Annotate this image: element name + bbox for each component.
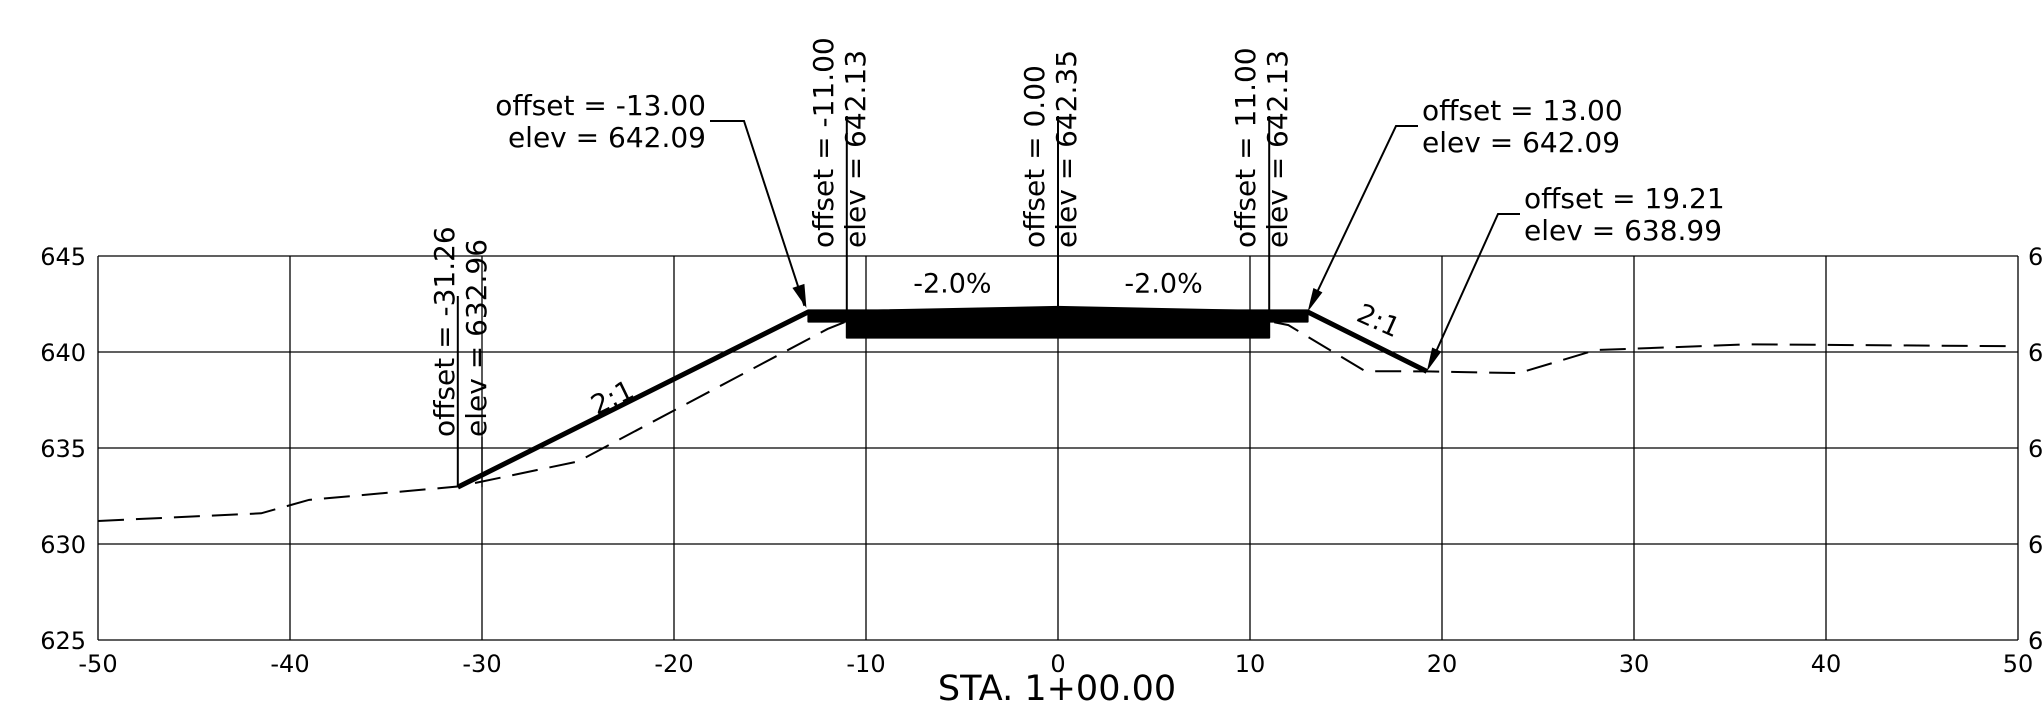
proposed-surface-line [456, 309, 1428, 490]
annotation-elev-text: elev = 642.35 [1050, 50, 1083, 248]
annotation-elev-text: elev = 642.09 [508, 121, 706, 154]
y-tick-label-right: 6 [2028, 243, 2043, 271]
annotation-leader [1428, 213, 1520, 366]
slope-label: -2.0% [913, 268, 991, 299]
slope-label: -2.0% [1124, 268, 1202, 299]
y-tick-label-right: 6 [2028, 531, 2043, 559]
slope-label: 2:1 [586, 375, 639, 422]
tick-label-layer: -50 -40 -30 -20 -10 0 10 20 30 40 50 625 630 635 640 64… [40, 243, 2043, 678]
annotation-elev-text: elev = 642.13 [1261, 50, 1294, 248]
annotation-arrowhead [792, 283, 807, 308]
y-tick-label: 645 [40, 243, 86, 271]
annotation-arrowhead [1307, 288, 1323, 312]
annotation-offset-text: offset = 11.00 [1229, 47, 1262, 248]
station-title: STA. 1+00.00 [938, 669, 1176, 709]
annotation-elev-text: elev = 638.99 [1524, 214, 1722, 247]
x-tick-label: -50 [78, 650, 117, 678]
x-tick-label: 0 [1050, 650, 1065, 678]
annotation-offset-text: offset = 0.00 [1018, 65, 1051, 248]
x-tick-label: -40 [270, 650, 309, 678]
existing-ground-line [97, 320, 2019, 522]
x-tick-label: 20 [1427, 650, 1458, 678]
existing-ground-layer [97, 320, 2019, 522]
x-tick-label: -20 [654, 650, 693, 678]
pavement-section [807, 305, 1309, 339]
x-tick-label: 10 [1235, 650, 1266, 678]
y-tick-label: 630 [40, 531, 86, 559]
annotation-leader [1309, 125, 1418, 307]
x-tick-label: 40 [1811, 650, 1842, 678]
y-tick-label-right: 6 [2028, 627, 2043, 655]
annotation-elev-text: elev = 642.13 [839, 50, 872, 248]
annotation-offset-text: offset = 13.00 [1422, 94, 1623, 127]
y-tick-label-right: 6 [2028, 339, 2043, 367]
x-tick-label: -30 [462, 650, 501, 678]
y-tick-label: 625 [40, 627, 86, 655]
proposed-surface-layer [456, 305, 1428, 490]
annotation-offset-text: offset = -31.26 [428, 226, 461, 437]
annotation-offset-text: offset = -11.00 [807, 37, 840, 248]
annotation-offset-text: offset = 19.21 [1524, 182, 1725, 215]
annotation-offset-text: offset = -13.00 [495, 89, 706, 122]
y-tick-label: 635 [40, 435, 86, 463]
y-tick-label-right: 6 [2028, 435, 2043, 463]
annotation-arrowhead [1426, 347, 1442, 372]
x-tick-label: 30 [1619, 650, 1650, 678]
annotation-elev-text: elev = 632.96 [460, 239, 493, 437]
x-tick-label: 50 [2003, 650, 2034, 678]
annotation-leader [710, 120, 806, 307]
x-tick-label: -10 [846, 650, 885, 678]
y-tick-label: 640 [40, 339, 86, 367]
annotation-elev-text: elev = 642.09 [1422, 126, 1620, 159]
